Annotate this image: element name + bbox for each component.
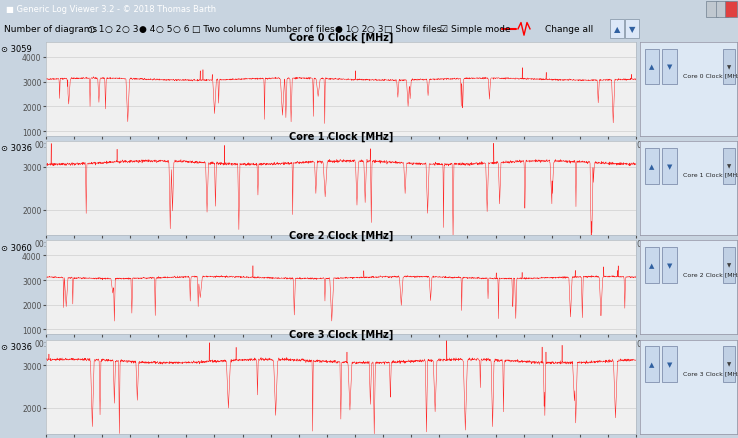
Text: ▼: ▼ <box>666 163 672 169</box>
Text: Core 2 Clock [MHz]: Core 2 Clock [MHz] <box>683 271 738 276</box>
Text: ☑ Simple mode: ☑ Simple mode <box>440 25 511 34</box>
Bar <box>723 49 734 85</box>
Text: ▼: ▼ <box>666 361 672 367</box>
Bar <box>723 247 734 283</box>
Text: ■ Generic Log Viewer 3.2 - © 2018 Thomas Barth: ■ Generic Log Viewer 3.2 - © 2018 Thomas… <box>6 5 216 14</box>
Text: ▲: ▲ <box>649 163 655 169</box>
Bar <box>625 20 639 39</box>
Text: Number of files: Number of files <box>265 25 334 34</box>
Text: ▼: ▼ <box>727 362 731 367</box>
Text: ○ 3: ○ 3 <box>367 25 384 34</box>
Text: Core 0 Clock [MHz]: Core 0 Clock [MHz] <box>683 73 738 78</box>
Bar <box>645 49 659 85</box>
Text: ⊙ 3036: ⊙ 3036 <box>1 144 32 153</box>
Bar <box>662 148 677 184</box>
Bar <box>645 247 659 283</box>
Title: Core 3 Clock [MHz]: Core 3 Clock [MHz] <box>289 329 393 339</box>
Text: ▼: ▼ <box>629 25 635 34</box>
Bar <box>662 346 677 382</box>
Bar <box>706 2 718 18</box>
Bar <box>645 148 659 184</box>
Text: ▼: ▼ <box>666 262 672 268</box>
Text: Number of diagrams: Number of diagrams <box>4 25 97 34</box>
Bar <box>723 148 734 184</box>
Text: ▲: ▲ <box>649 361 655 367</box>
Bar <box>662 49 677 85</box>
Text: ○ 5: ○ 5 <box>156 25 173 34</box>
Bar <box>662 247 677 283</box>
Text: ▲: ▲ <box>649 64 655 70</box>
Text: Core 1 Clock [MHz]: Core 1 Clock [MHz] <box>683 172 738 177</box>
Bar <box>716 2 728 18</box>
Text: ▲: ▲ <box>649 262 655 268</box>
Text: ⊙ 3036: ⊙ 3036 <box>1 342 32 351</box>
Text: ▼: ▼ <box>666 64 672 70</box>
Text: ● 1: ● 1 <box>335 25 351 34</box>
Bar <box>610 20 624 39</box>
Text: ○ 1: ○ 1 <box>88 25 105 34</box>
Text: ○ 3: ○ 3 <box>122 25 139 34</box>
Text: Change all: Change all <box>545 25 593 34</box>
Title: Core 0 Clock [MHz]: Core 0 Clock [MHz] <box>289 32 393 42</box>
Bar <box>645 346 659 382</box>
Text: ○ 2: ○ 2 <box>351 25 368 34</box>
Text: □ Show files: □ Show files <box>384 25 441 34</box>
Text: ▲: ▲ <box>614 25 620 34</box>
Title: Core 1 Clock [MHz]: Core 1 Clock [MHz] <box>289 131 393 141</box>
Title: Core 2 Clock [MHz]: Core 2 Clock [MHz] <box>289 230 393 240</box>
Text: ▼: ▼ <box>727 164 731 169</box>
Text: □ Two columns: □ Two columns <box>192 25 261 34</box>
Text: Core 3 Clock [MHz]: Core 3 Clock [MHz] <box>683 370 738 375</box>
Text: ○ 6: ○ 6 <box>173 25 190 34</box>
Text: ⊙ 3060: ⊙ 3060 <box>1 243 32 252</box>
Text: ● 4: ● 4 <box>139 25 156 34</box>
Bar <box>725 2 737 18</box>
Text: ○ 2: ○ 2 <box>105 25 121 34</box>
Text: ▼: ▼ <box>727 65 731 70</box>
Text: ⊙ 3059: ⊙ 3059 <box>1 45 32 54</box>
Text: ▼: ▼ <box>727 263 731 268</box>
Bar <box>723 346 734 382</box>
